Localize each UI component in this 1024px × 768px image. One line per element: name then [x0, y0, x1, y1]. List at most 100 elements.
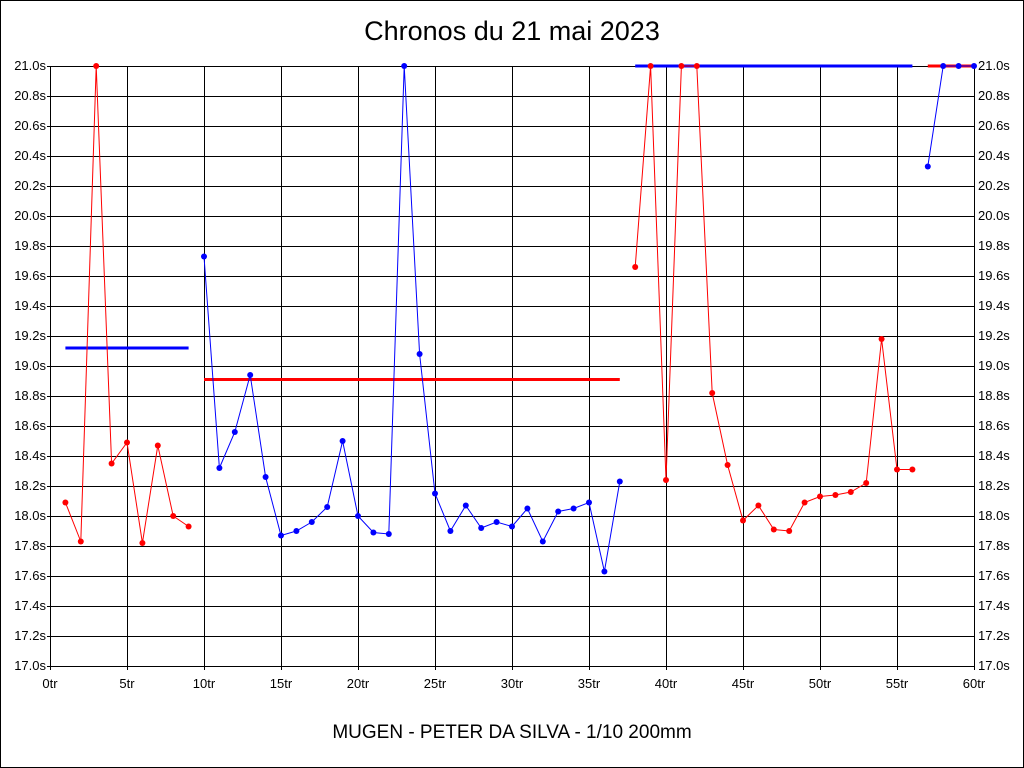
data-point — [154, 442, 161, 449]
data-point — [108, 460, 115, 467]
y-tick-label-right: 17.0s — [978, 658, 1010, 673]
tick-labels: 17.0s 17.0s 17.2s 17.2s 17.4s 17.4s 17.6s 17.6s… — [14, 58, 1010, 691]
y-tick-label-left: 19.0s — [14, 358, 46, 373]
data-point — [355, 513, 361, 519]
data-point — [447, 528, 454, 534]
data-point — [308, 519, 315, 525]
data-point — [201, 253, 207, 260]
data-point — [555, 508, 562, 515]
data-point — [601, 568, 608, 575]
y-tick-label-right: 20.8s — [978, 88, 1010, 103]
y-tick-label-right: 18.4s — [978, 448, 1010, 463]
data-point — [909, 466, 916, 473]
data-point — [663, 477, 669, 483]
average-lines — [65, 64, 974, 381]
x-tick-label: 30tr — [501, 676, 524, 691]
y-tick-label-left: 17.2s — [14, 628, 46, 643]
x-tick-label: 35tr — [578, 676, 601, 691]
data-point — [509, 523, 515, 530]
data-point — [93, 63, 100, 69]
data-point — [62, 499, 69, 506]
y-tick-label-right: 20.2s — [978, 178, 1010, 193]
y-tick-label-right: 17.6s — [978, 568, 1010, 583]
y-tick-label-left: 18.6s — [14, 418, 46, 433]
y-tick-label-left: 20.8s — [14, 88, 46, 103]
chart-title: Chronos du 21 mai 2023 — [364, 16, 660, 46]
grid-lines — [50, 66, 975, 667]
x-tick-label: 40tr — [655, 676, 678, 691]
data-point — [370, 529, 377, 536]
y-tick-label-right: 19.0s — [978, 358, 1010, 373]
data-point — [216, 465, 223, 471]
y-tick-label-left: 20.0s — [14, 208, 46, 223]
x-tick-label: 25tr — [424, 676, 447, 691]
y-tick-label-left: 20.2s — [14, 178, 46, 193]
y-tick-label-left: 18.2s — [14, 478, 46, 493]
data-point — [339, 438, 346, 444]
y-tick-label-right: 18.8s — [978, 388, 1010, 403]
data-point — [894, 466, 900, 473]
data-point — [401, 63, 408, 69]
y-tick-label-right: 17.2s — [978, 628, 1010, 643]
y-tick-label-left: 17.8s — [14, 538, 46, 553]
y-tick-label-right: 18.2s — [978, 478, 1010, 493]
data-point — [493, 519, 500, 525]
series-line-4 — [927, 65, 974, 167]
data-point — [247, 372, 254, 378]
data-point — [293, 528, 300, 534]
y-tick-label-right: 20.4s — [978, 148, 1010, 163]
data-point — [124, 439, 130, 446]
data-point — [955, 63, 962, 69]
y-tick-label-left: 19.6s — [14, 268, 46, 283]
y-tick-label-right: 19.4s — [978, 298, 1010, 313]
x-tick-label: 5tr — [119, 676, 135, 691]
data-point — [724, 462, 731, 468]
data-point — [539, 538, 546, 545]
x-tick-label: 10tr — [193, 676, 216, 691]
y-tick-label-left: 19.2s — [14, 328, 46, 343]
data-point — [586, 499, 592, 506]
y-tick-label-left: 19.4s — [14, 298, 46, 313]
y-tick-label-left: 18.0s — [14, 508, 46, 523]
x-tick-label: 50tr — [809, 676, 832, 691]
y-tick-label-left: 20.4s — [14, 148, 46, 163]
y-tick-label-left: 17.0s — [14, 658, 46, 673]
data-point — [709, 390, 716, 396]
y-tick-label-right: 18.6s — [978, 418, 1010, 433]
y-tick-label-right: 18.0s — [978, 508, 1010, 523]
data-point — [632, 264, 639, 270]
data-point — [77, 538, 84, 545]
y-tick-label-right: 21.0s — [978, 58, 1010, 73]
data-point — [170, 513, 177, 519]
y-tick-label-right: 20.0s — [978, 208, 1010, 223]
data-point — [863, 480, 870, 486]
data-point — [971, 63, 977, 69]
y-tick-label-right: 19.2s — [978, 328, 1010, 343]
y-tick-label-left: 20.6s — [14, 118, 46, 133]
data-point — [678, 63, 685, 69]
data-point — [570, 505, 577, 512]
y-tick-label-right: 19.6s — [978, 268, 1010, 283]
y-tick-label-left: 19.8s — [14, 238, 46, 253]
x-tick-label: 55tr — [886, 676, 909, 691]
x-tick-label: 60tr — [963, 676, 986, 691]
data-point — [324, 504, 331, 510]
y-tick-label-right: 19.8s — [978, 238, 1010, 253]
series-line-2 — [203, 65, 621, 572]
x-tick-label: 15tr — [270, 676, 293, 691]
data-point — [278, 532, 284, 539]
data-point — [878, 336, 885, 342]
data-point — [416, 351, 423, 357]
y-tick-label-right: 17.4s — [978, 598, 1010, 613]
y-tick-label-left: 18.8s — [14, 388, 46, 403]
y-tick-label-left: 17.4s — [14, 598, 46, 613]
x-tick-label: 0tr — [42, 676, 58, 691]
data-point — [832, 492, 839, 498]
data-point — [139, 540, 146, 546]
y-tick-label-right: 20.6s — [978, 118, 1010, 133]
data-point — [524, 505, 531, 512]
y-tick-label-left: 21.0s — [14, 58, 46, 73]
data-point — [462, 502, 469, 509]
y-tick-label-left: 17.6s — [14, 568, 46, 583]
